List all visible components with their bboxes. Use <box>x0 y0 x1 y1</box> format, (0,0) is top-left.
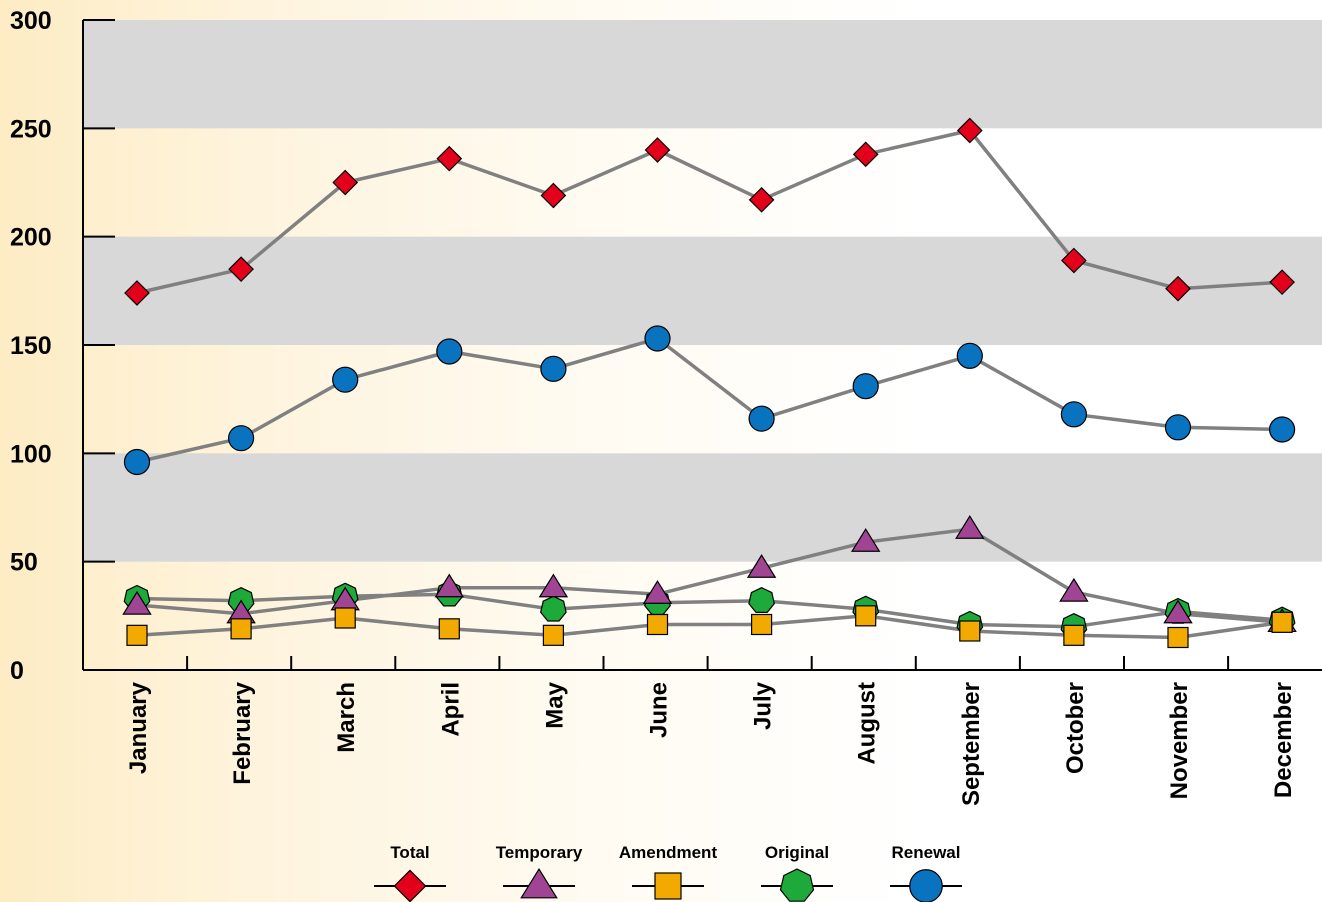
data-point-temporary <box>122 590 152 615</box>
background-bands <box>83 20 1322 562</box>
legend-marker-renewal <box>909 869 943 902</box>
data-point-total <box>644 137 671 163</box>
data-point-renewal <box>748 405 775 432</box>
y-tick-label: 300 <box>10 7 52 35</box>
data-point-total <box>1165 275 1191 302</box>
data-point-temporary <box>1163 599 1193 624</box>
data-point-total <box>748 186 775 213</box>
data-point-renewal <box>956 342 983 369</box>
data-point-renewal <box>540 355 567 382</box>
data-point-temporary <box>1059 577 1089 602</box>
x-tick-label: August <box>854 682 881 765</box>
data-point-total <box>228 256 254 283</box>
data-point-renewal <box>1164 414 1192 441</box>
data-point-total <box>540 182 567 209</box>
grid-band <box>83 453 1322 562</box>
grid-band <box>83 20 1322 129</box>
data-point-total <box>852 141 879 168</box>
y-tick-label: 100 <box>10 440 52 468</box>
data-point-total <box>124 280 150 306</box>
data-point-amendment <box>334 607 356 629</box>
x-tick-label: February <box>229 681 256 784</box>
x-tick-label: July <box>750 681 777 730</box>
data-point-amendment <box>542 624 565 646</box>
series-line-original <box>136 592 1283 629</box>
legend-label: Temporary <box>496 843 583 862</box>
legend: Total Temporary Amendment Original Renewal <box>374 843 962 902</box>
data-point-temporary <box>642 580 673 604</box>
x-tick-label: April <box>437 682 464 737</box>
series-line-temporary <box>136 527 1283 625</box>
x-axis-ticks: January February March April May June July Augu… <box>125 656 1297 806</box>
data-point-amendment <box>959 620 981 642</box>
legend-marker-total <box>393 869 427 902</box>
series-line-renewal <box>136 336 1283 464</box>
y-axis-ticks: 0 50 100 150 200 250 300 <box>10 7 115 685</box>
data-point-total <box>956 117 983 144</box>
x-tick-label: March <box>333 682 360 753</box>
data-point-amendment <box>750 613 773 636</box>
data-point-temporary <box>955 515 985 539</box>
y-tick-label: 0 <box>10 657 24 685</box>
y-tick-label: 50 <box>10 549 38 577</box>
legend-label: Total <box>390 843 429 862</box>
legend-label: Renewal <box>892 843 961 862</box>
legend-marker-temporary <box>520 867 558 899</box>
x-tick-label: January <box>125 681 152 774</box>
x-tick-label: November <box>1166 682 1193 799</box>
data-point-total <box>436 145 463 172</box>
legend-label: Amendment <box>619 843 718 862</box>
y-tick-label: 150 <box>10 332 52 360</box>
x-tick-label: June <box>646 682 673 738</box>
data-point-amendment <box>646 613 669 636</box>
data-point-original <box>540 595 567 622</box>
legend-marker-original <box>779 868 815 902</box>
legend-marker-amendment <box>654 872 682 900</box>
data-point-temporary <box>434 573 465 598</box>
data-point-renewal <box>644 325 671 352</box>
series-lines <box>136 128 1283 640</box>
legend-label: Original <box>765 843 829 862</box>
y-tick-label: 200 <box>10 224 52 252</box>
data-point-amendment <box>1271 611 1293 633</box>
data-point-total <box>332 169 359 196</box>
data-point-amendment <box>1167 626 1189 649</box>
x-tick-label: October <box>1062 682 1089 774</box>
data-point-temporary <box>850 528 881 552</box>
data-point-renewal <box>332 366 359 393</box>
data-point-renewal <box>852 373 879 400</box>
data-point-renewal <box>228 425 255 452</box>
data-point-amendment <box>230 618 252 640</box>
grid-band <box>83 236 1322 345</box>
data-point-amendment <box>855 605 877 627</box>
series-markers <box>122 117 1297 649</box>
data-point-amendment <box>126 624 148 646</box>
data-point-total <box>1061 247 1087 274</box>
x-tick-label: December <box>1270 682 1297 798</box>
data-point-original <box>748 587 775 614</box>
data-point-temporary <box>746 554 777 578</box>
x-tick-label: September <box>958 682 985 806</box>
data-point-renewal <box>1268 416 1296 443</box>
data-point-renewal <box>1060 401 1088 428</box>
x-tick-label: May <box>541 681 568 728</box>
data-point-temporary <box>538 573 569 598</box>
data-point-amendment <box>438 618 460 640</box>
series-line-amendment <box>136 614 1283 640</box>
data-point-renewal <box>123 448 151 476</box>
data-point-total <box>1269 269 1295 296</box>
series-line-total <box>136 128 1283 295</box>
data-point-amendment <box>1063 624 1085 646</box>
y-tick-label: 250 <box>10 115 52 143</box>
data-point-renewal <box>436 338 463 365</box>
